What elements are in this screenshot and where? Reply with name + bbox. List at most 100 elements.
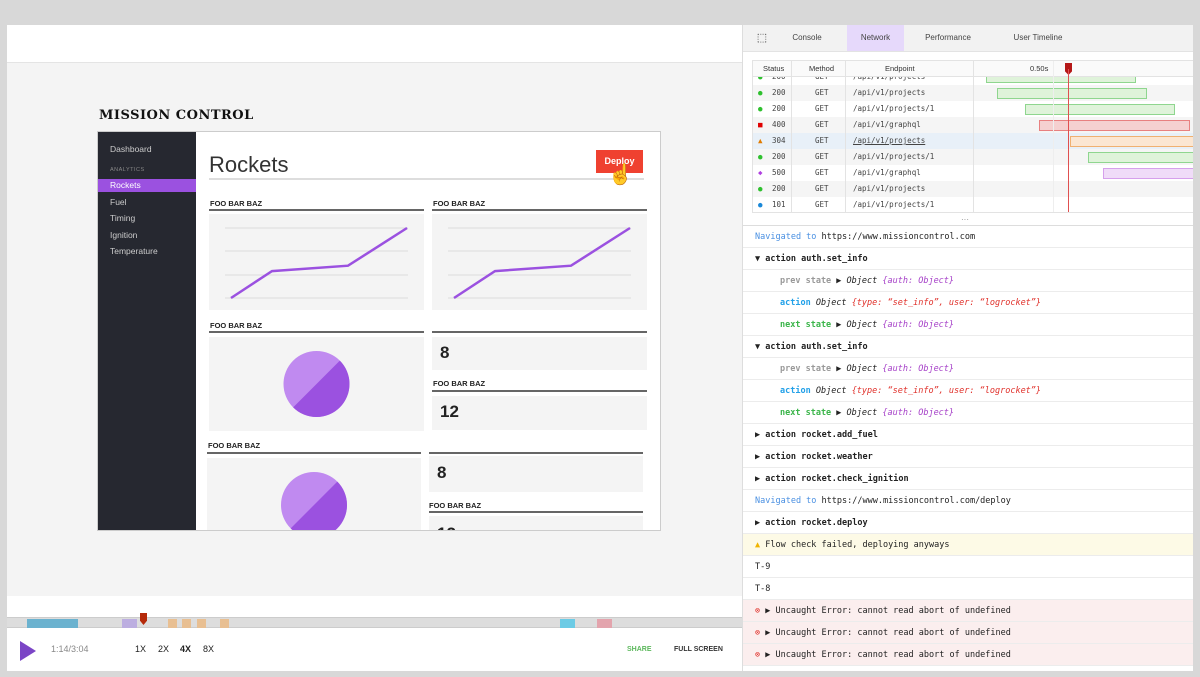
- stat-value: 12: [440, 402, 459, 421]
- pie-slice: [290, 481, 347, 530]
- sidebar-item-timing[interactable]: Timing: [110, 213, 136, 223]
- endpoint: /api/v1/projects/1: [853, 152, 935, 161]
- status-circle-icon: ●: [758, 88, 763, 97]
- sidebar-item-dashboard[interactable]: Dashboard: [110, 144, 152, 154]
- stat-widget: 12: [429, 516, 643, 530]
- network-row[interactable]: ● 200 GET/api/v1/projects/1: [753, 101, 1193, 117]
- pie-slice: [293, 360, 350, 417]
- speed-2x[interactable]: 2X: [158, 644, 170, 654]
- timeline-event[interactable]: [220, 619, 229, 628]
- waterfall-bar[interactable]: [1039, 120, 1190, 131]
- endpoint: /api/v1/projects: [853, 136, 926, 145]
- status-triangle-icon: ▲: [758, 136, 763, 145]
- page-title: Rockets: [209, 152, 289, 177]
- console-prev-state[interactable]: prev state ▶ Object {auth: Object}: [743, 270, 1193, 292]
- console-error[interactable]: ⊗ ▶ Uncaught Error: cannot read abort of…: [743, 600, 1193, 622]
- hand-cursor-icon: ☝: [608, 164, 633, 186]
- sidebar-section-analytics: ANALYTICS: [110, 167, 145, 173]
- timeline-event[interactable]: [27, 619, 78, 628]
- timeline-event[interactable]: [182, 619, 191, 628]
- waterfall-bar[interactable]: [1025, 104, 1175, 115]
- waterfall-bar[interactable]: [1103, 168, 1193, 179]
- endpoint: /api/v1/graphql: [853, 168, 921, 177]
- speed-4x[interactable]: 4X: [180, 644, 192, 654]
- play-icon[interactable]: [20, 641, 36, 661]
- status-code: 500: [772, 168, 786, 177]
- console-log-line: T-9: [743, 556, 1193, 578]
- sidebar-item-temperature[interactable]: Temperature: [110, 246, 158, 256]
- widget-divider: [432, 209, 647, 211]
- deploy-button[interactable]: Deploy: [596, 150, 643, 173]
- app-title: MISSION CONTROL: [99, 108, 254, 123]
- resize-handle[interactable]: ···: [961, 215, 969, 224]
- console-action-object[interactable]: action Object {type: “set_info”, user: “…: [743, 380, 1193, 402]
- sidebar-item-ignition[interactable]: Ignition: [110, 230, 138, 240]
- widget-divider: [429, 511, 643, 513]
- method: GET: [815, 184, 829, 193]
- error-icon: ⊗: [755, 628, 761, 638]
- devtools-pane: ⬚ Console Network Performance User Timel…: [742, 25, 1193, 671]
- widget-divider: [209, 331, 424, 333]
- replay-top-bar: [7, 25, 742, 63]
- sidebar-item-fuel[interactable]: Fuel: [110, 197, 127, 207]
- playhead-marker[interactable]: [140, 613, 147, 625]
- method: GET: [815, 152, 829, 161]
- status-code: 400: [772, 120, 786, 129]
- console-error[interactable]: ⊗ ▶ Uncaught Error: cannot read abort of…: [743, 622, 1193, 644]
- fullscreen-button[interactable]: FULL SCREEN: [674, 646, 723, 653]
- stat-value: 8: [440, 343, 450, 362]
- timeline-event[interactable]: [597, 619, 612, 628]
- widget-title: FOO BAR BAZ: [208, 441, 261, 450]
- method: GET: [815, 120, 829, 129]
- console-action-group[interactable]: ▼ action auth.set_info: [743, 336, 1193, 358]
- stat-widget: 8: [429, 456, 643, 492]
- timeline-event[interactable]: [168, 619, 177, 628]
- sidebar-item-rockets[interactable]: Rockets: [98, 179, 196, 192]
- status-code: 304: [772, 136, 786, 145]
- waterfall-bar[interactable]: [1070, 136, 1193, 147]
- console-action[interactable]: ▶ action rocket.deploy: [743, 512, 1193, 534]
- title-divider: [209, 178, 644, 180]
- tab-console[interactable]: Console: [792, 33, 822, 42]
- sidebar: Dashboard ANALYTICS Rockets Fuel Timing …: [98, 132, 196, 530]
- timeline-scrubber[interactable]: [7, 613, 742, 628]
- timeline-event[interactable]: [122, 619, 137, 628]
- stat-value: 8: [437, 463, 447, 482]
- tab-performance[interactable]: Performance: [925, 33, 971, 42]
- pie-chart-widget: [207, 458, 421, 530]
- col-status[interactable]: Status: [763, 64, 785, 73]
- mission-control-app: Dashboard ANALYTICS Rockets Fuel Timing …: [97, 131, 661, 531]
- endpoint: /api/v1/projects: [853, 184, 926, 193]
- console-action[interactable]: ▶ action rocket.weather: [743, 446, 1193, 468]
- method: GET: [815, 88, 829, 97]
- share-button[interactable]: SHARE: [627, 646, 652, 653]
- console-action[interactable]: ▶ action rocket.add_fuel: [743, 424, 1193, 446]
- line-chart: [448, 226, 631, 300]
- network-row[interactable]: ◆ 500 GET/api/v1/graphql: [753, 165, 1193, 181]
- col-endpoint[interactable]: Endpoint: [885, 64, 915, 73]
- network-row[interactable]: ● 101 GET/api/v1/projects/1: [753, 197, 1193, 212]
- waterfall-bar[interactable]: [1088, 152, 1193, 163]
- console-next-state[interactable]: next state ▶ Object {auth: Object}: [743, 314, 1193, 336]
- waterfall-bar[interactable]: [997, 88, 1147, 99]
- status-code: 200: [772, 184, 786, 193]
- col-method[interactable]: Method: [809, 64, 835, 73]
- console-next-state[interactable]: next state ▶ Object {auth: Object}: [743, 402, 1193, 424]
- speed-8x[interactable]: 8X: [203, 644, 215, 654]
- warning-icon: ▲: [755, 540, 761, 550]
- console-action[interactable]: ▶ action rocket.check_ignition: [743, 468, 1193, 490]
- console-action-object[interactable]: action Object {type: “set_info”, user: “…: [743, 292, 1193, 314]
- line-chart-widget: [209, 214, 424, 310]
- console-error[interactable]: ⊗ ▶ Uncaught Error: cannot read abort of…: [743, 644, 1193, 666]
- player-controls: 1:14/3:04 1X 2X 4X 8X SHARE FULL SCREEN: [7, 628, 742, 671]
- console-action-group[interactable]: ▼ action auth.set_info: [743, 248, 1193, 270]
- speed-1x[interactable]: 1X: [135, 644, 147, 654]
- console-log-line: T-8: [743, 578, 1193, 600]
- tab-network[interactable]: Network: [847, 25, 904, 51]
- console-prev-state[interactable]: prev state ▶ Object {auth: Object}: [743, 358, 1193, 380]
- tab-user-timeline[interactable]: User Timeline: [1013, 33, 1063, 42]
- widget-divider: [209, 209, 424, 211]
- inspect-cursor-icon[interactable]: ⬚: [756, 32, 768, 44]
- timeline-event[interactable]: [197, 619, 206, 628]
- timeline-event[interactable]: [560, 619, 575, 628]
